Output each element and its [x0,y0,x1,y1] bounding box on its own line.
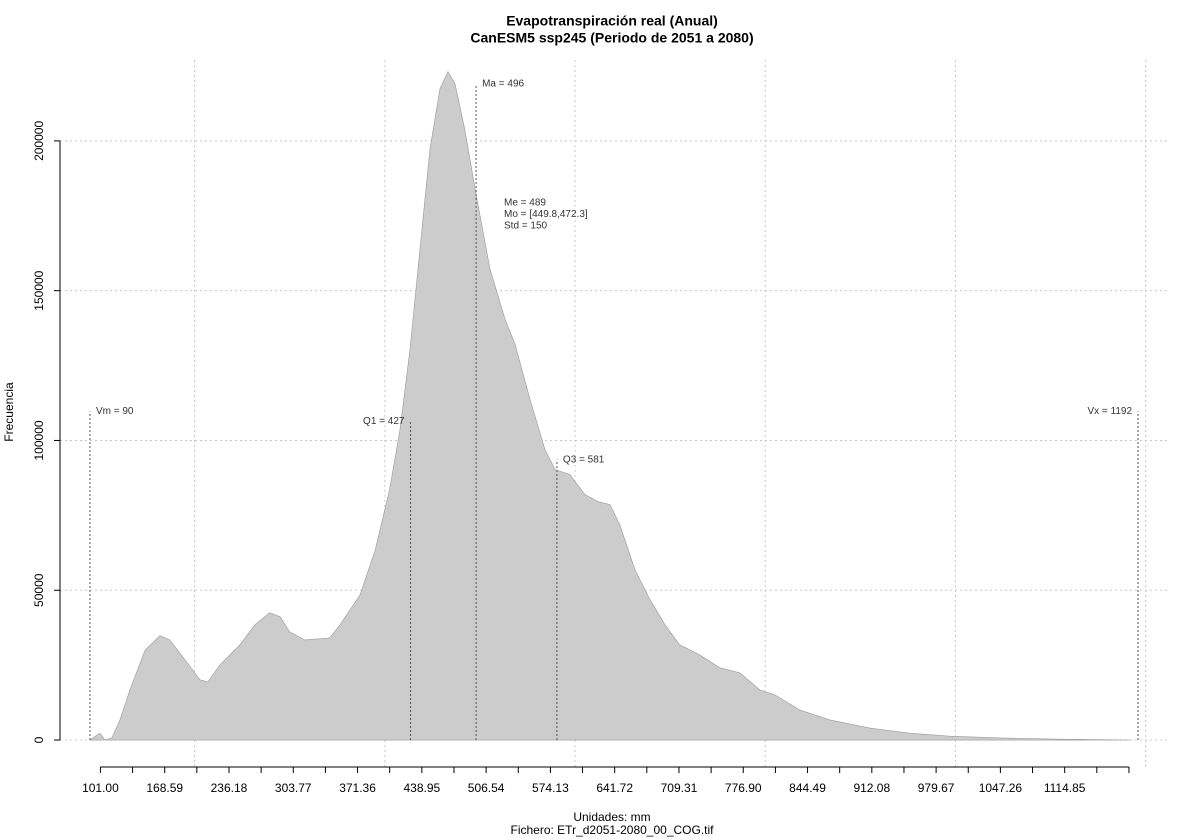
y-tick-label: 150000 [32,270,46,310]
stat-label: Me = 489 [504,198,546,209]
area [88,71,1131,741]
x-tick-label: 371.36 [339,781,376,795]
x-tick-label: 506.54 [468,781,505,795]
annotation-label: Vx = 1192 [1087,406,1132,417]
y-tick-label: 200000 [32,121,46,161]
x-tick-label: 912.08 [853,781,890,795]
x-tick-label: 236.18 [211,781,248,795]
x-tick-label: 709.31 [661,781,698,795]
annotation-label: Vm = 90 [96,406,134,417]
annotation-label: Ma = 496 [482,79,524,90]
x-tick-label: 1047.26 [979,781,1023,795]
x-tick-label: 168.59 [146,781,183,795]
x-tick-label: 844.49 [789,781,826,795]
chart-title: Evapotranspiración real (Anual) [506,13,718,29]
x-tick-label: 303.77 [275,781,312,795]
y-tick-label: 50000 [32,573,46,607]
y-tick-label: 0 [32,736,46,743]
y-tick-label: 100000 [32,420,46,460]
x-tick-label: 1114.85 [1044,781,1086,795]
caption: Fichero: ETr_d2051-2080_00_COG.tif [511,823,715,837]
x-axis-label: Unidades: mm [573,810,650,824]
stat-label: Mo = [449.8,472.3] [504,209,588,220]
x-tick-label: 574.13 [532,781,569,795]
annotation-label: Q1 = 427 [363,416,405,427]
y-axis-label: Frecuencia [2,382,16,442]
chart-subtitle: CanESM5 ssp245 (Periodo de 2051 a 2080) [470,30,753,46]
x-tick-label: 979.67 [918,781,955,795]
annotation-label: Q3 = 581 [563,454,605,465]
stat-label: Std = 150 [504,221,548,232]
x-tick-label: 438.95 [403,781,440,795]
x-tick-label: 641.72 [596,781,633,795]
x-tick-label: 776.90 [725,781,762,795]
x-tick-label: 101.00 [82,781,119,795]
